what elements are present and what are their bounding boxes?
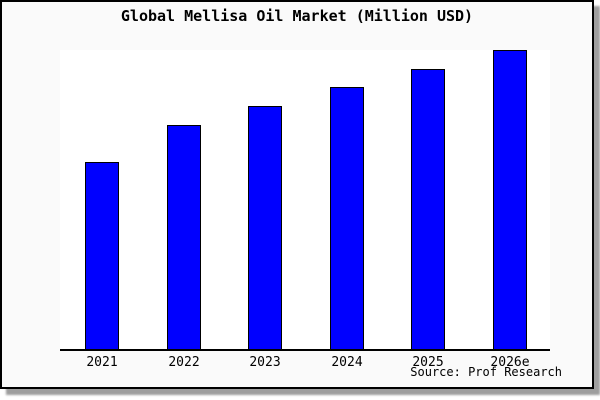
x-tick-label-2022: 2022	[168, 355, 200, 370]
bar-2024	[330, 87, 364, 349]
bar-2021	[85, 162, 119, 349]
source-caption: Source: Prof Research	[410, 365, 562, 379]
x-tick-label-2021: 2021	[86, 355, 118, 370]
bar-2022	[167, 125, 201, 349]
x-tick-label-2024: 2024	[331, 355, 363, 370]
x-tick-label-2025: 2025	[412, 355, 444, 370]
x-tick-label-2023: 2023	[249, 355, 281, 370]
bar-2023	[248, 106, 282, 349]
x-tick-label-2026e: 2026e	[490, 355, 530, 370]
bar-2026e	[493, 50, 527, 349]
plot-area	[60, 50, 550, 351]
chart-frame: Global Mellisa Oil Market (Million USD) …	[0, 0, 594, 389]
chart-title: Global Mellisa Oil Market (Million USD)	[120, 7, 474, 25]
bar-2025	[411, 69, 445, 349]
